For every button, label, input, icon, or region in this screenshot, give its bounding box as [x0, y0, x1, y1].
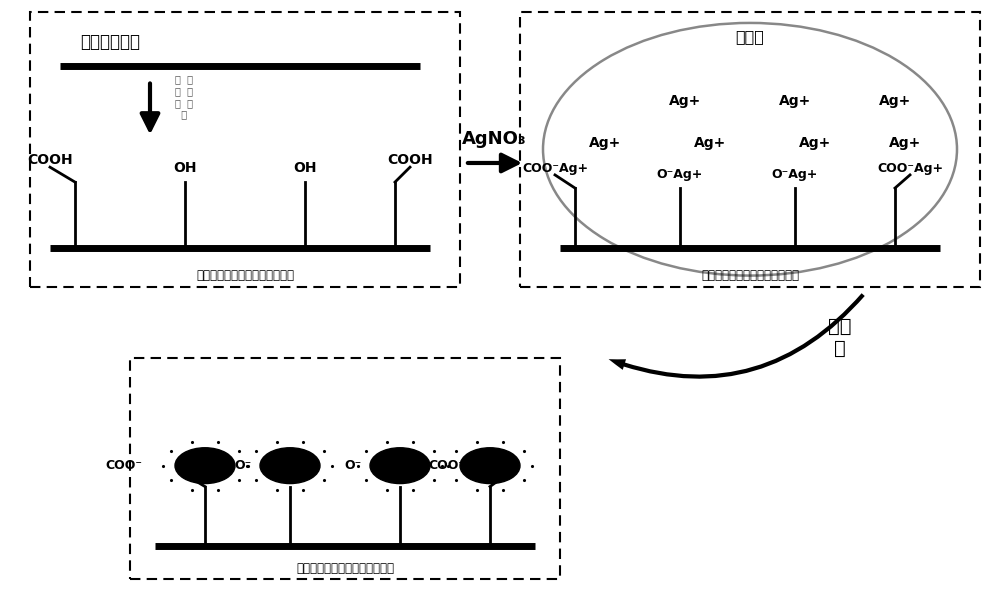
Text: O⁻Ag+: O⁻Ag+: [657, 168, 703, 181]
Text: 低温等离子体改性再生聚酯纤维: 低温等离子体改性再生聚酯纤维: [296, 562, 394, 575]
Text: COOH: COOH: [387, 153, 433, 167]
Text: Ag+: Ag+: [669, 94, 701, 109]
Text: Ag+: Ag+: [889, 136, 921, 150]
Text: AgNO₃: AgNO₃: [462, 130, 526, 148]
Text: COO⁻Ag+: COO⁻Ag+: [877, 162, 943, 175]
Text: COO⁻: COO⁻: [105, 459, 142, 472]
Text: COO⁻Ag+: COO⁻Ag+: [522, 162, 588, 175]
Text: 再生聚酯纤维: 再生聚酯纤维: [80, 33, 140, 51]
Text: OH: OH: [173, 161, 197, 175]
Text: O⁻: O⁻: [345, 459, 362, 472]
Text: 低温等离子体改性再生聚酯纤维: 低温等离子体改性再生聚酯纤维: [701, 269, 799, 282]
Text: O⁻Ag+: O⁻Ag+: [772, 168, 818, 181]
Bar: [130, 358, 560, 579]
Text: COOH: COOH: [27, 153, 73, 167]
Text: Ag+: Ag+: [589, 136, 621, 150]
Circle shape: [460, 448, 520, 484]
Text: 低温等离子体改性再生聚酯纤维: 低温等离子体改性再生聚酯纤维: [196, 269, 294, 282]
Text: COO⁻: COO⁻: [428, 459, 465, 472]
Text: Ag+: Ag+: [879, 94, 911, 109]
Text: Ag+: Ag+: [799, 136, 831, 150]
Text: 水溶液: 水溶液: [736, 29, 764, 45]
Circle shape: [370, 448, 430, 484]
Text: Ag+: Ag+: [779, 94, 811, 109]
Circle shape: [260, 448, 320, 484]
Bar: [30, 12, 460, 287]
Bar: [520, 12, 980, 287]
Text: Ag+: Ag+: [694, 136, 726, 150]
Text: 还原
剂: 还原 剂: [828, 317, 852, 358]
Text: OH: OH: [293, 161, 317, 175]
Text: 等  锗
子  源
体  处
  理: 等 锗 子 源 体 处 理: [175, 75, 193, 119]
Text: O⁻: O⁻: [235, 459, 252, 472]
FancyArrowPatch shape: [609, 293, 865, 378]
Circle shape: [175, 448, 235, 484]
